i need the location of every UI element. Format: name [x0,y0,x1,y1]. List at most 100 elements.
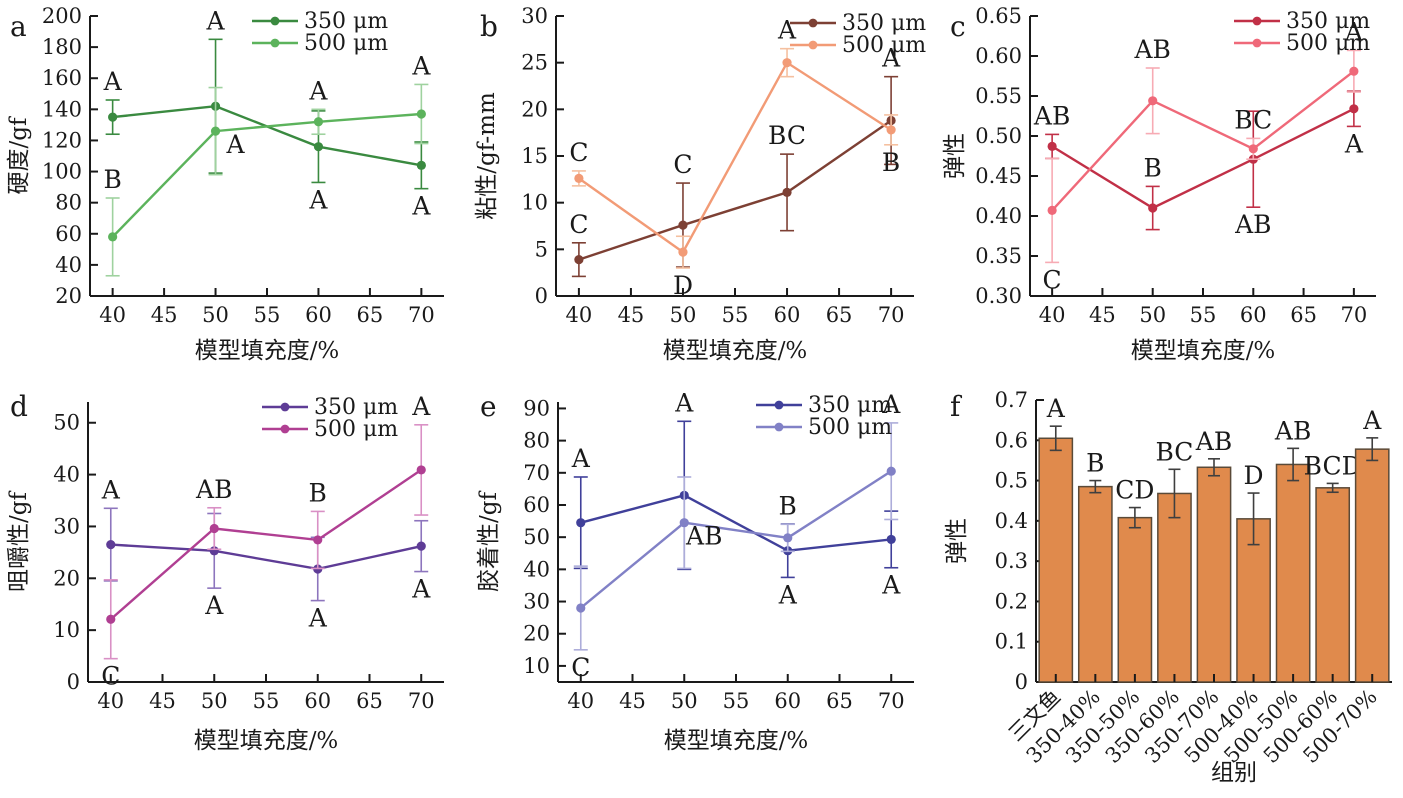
bar [1196,466,1232,683]
sig-letter: A [411,392,431,421]
y-tick-label: 50 [523,525,550,549]
data-point [576,603,586,613]
sig-letter: B [882,148,900,177]
sig-letter: A [206,6,226,35]
sig-letter: A [308,604,328,633]
sig-letter: BC [1155,437,1193,466]
series-line [578,119,892,261]
sig-letter: A [1362,406,1382,435]
y-axis-label: 胶着性/gf [476,491,502,592]
sig-letter: C [569,210,588,239]
data-point [886,534,896,545]
data-point [108,232,118,242]
data-point [1248,144,1258,154]
sig-letter: A [778,580,798,609]
y-tick-label: 100 [42,160,82,184]
series-line [1051,107,1355,210]
legend-label: 500 μm [808,415,892,440]
sig-letter: A [101,475,121,504]
y-tick-label: 25 [521,51,548,75]
sig-letter: A [881,44,901,73]
chart-hardness: 20 40 60 80 100 120 140 160 180 200 硬度/gf 40 45 50 55 6… [6,4,444,364]
y-axis-label: 硬度/gf [6,116,32,194]
x-tick-label: 45 [1089,303,1116,327]
x-tick-label: 55 [722,303,749,327]
bar [1354,448,1390,683]
data-point [782,58,792,68]
chart-gumminess: 10 20 30 40 50 60 70 80 90 胶着性/gf 40 45 50 55 60 65 70 模型… [476,388,914,754]
data-point [1047,205,1057,215]
series-line [110,543,422,571]
y-tick-label: 20 [523,622,550,646]
y-tick-label: 30 [53,514,80,538]
y-axis-label: 弹性 [942,133,968,179]
x-tick-label: 55 [253,689,280,713]
data-point [108,112,118,122]
x-tick-label: 65 [1290,303,1317,327]
series-line [578,60,892,254]
sig-letter: B [309,478,327,507]
y-axis-label: 咀嚼性/gf [6,491,32,592]
panel-f: 0 0.1 0.2 0.3 0.4 0.5 0.6 0.7 弹性 A 三文鱼 B 350-40% CD 35… [940,380,1403,798]
y-axis-label: 弹性 [944,518,970,564]
x-tick-label: 60 [774,303,801,327]
sig-letter: AB [195,475,232,504]
y-tick-label: 60 [523,493,550,517]
legend-label: 500 μm [842,33,926,58]
sig-letter: A [103,67,123,96]
sig-letter: A [571,444,591,473]
sig-letter: D [673,271,693,300]
data-point [1349,66,1359,76]
data-point [210,126,221,136]
panel-letter: d [10,390,28,423]
series-line [112,104,422,167]
sig-letter: A [1344,17,1364,46]
y-tick-label: 0.65 [975,4,1022,28]
y-tick-label: 0 [535,284,548,308]
legend-marker [280,424,290,434]
panel-d: 0 10 20 30 40 50 咀嚼性/gf 40 45 50 55 60 65 70 模型填充度/% A A… [0,380,470,798]
x-tick-label: 40 [99,303,126,327]
x-tick-label: 45 [619,689,646,713]
y-tick-label: 20 [53,566,80,590]
sig-letter: AB [1234,210,1271,239]
panel-letter: a [10,10,27,43]
bar [1315,487,1351,683]
data-point [678,247,688,257]
series-line [1051,70,1355,212]
data-point [782,187,792,197]
x-tick-label: 50 [1139,303,1166,327]
legend-label: 350 μm [842,11,926,36]
bar [1236,518,1271,683]
y-tick-label: 30 [521,4,548,28]
panel-c: 0.30 0.35 0.40 0.45 0.50 0.55 0.60 0.65 弹性 40 45 50… [940,0,1403,380]
x-tick-label: 60 [774,689,801,713]
sig-letter: A [204,591,224,620]
sig-letter: D [1244,461,1264,490]
y-tick-label: 0.6 [995,428,1028,452]
panel-e: 10 20 30 40 50 60 70 80 90 胶着性/gf 40 45 50 55 60 65 70 模型… [470,380,940,798]
x-tick-label: 60 [305,303,332,327]
data-point [678,220,688,230]
sig-letter: AB [1195,427,1232,456]
y-tick-label: 160 [42,66,82,90]
y-tick-label: 10 [523,654,550,678]
legend-label: 350 μm [808,393,892,418]
chart-adhesiveness: 0 5 10 15 20 25 30 粘性/gf-mm 40 45 50 55 60 65 70 模型填充度/… [474,4,926,364]
panel-a: 20 40 60 80 100 120 140 160 180 200 硬度/gf 40 45 50 55 6… [0,0,470,380]
sig-letter: AB [1274,416,1311,445]
x-axis-label: 模型填充度/% [194,728,339,754]
series-line [580,470,892,609]
x-axis-label: 模型填充度/% [664,728,809,754]
y-tick-label: 40 [55,253,82,277]
y-axis-label: 粘性/gf-mm [474,92,500,220]
data-point [416,465,426,475]
chart-chewiness: 0 10 20 30 40 50 咀嚼性/gf 40 45 50 55 60 65 70 模型填充度/% A A… [6,390,444,754]
bar [1038,437,1074,683]
x-tick-label: 60 [304,689,331,713]
series-line [580,494,892,552]
sig-letter: A [308,185,328,214]
legend-marker [1252,38,1262,48]
sig-letter: B [103,165,121,194]
